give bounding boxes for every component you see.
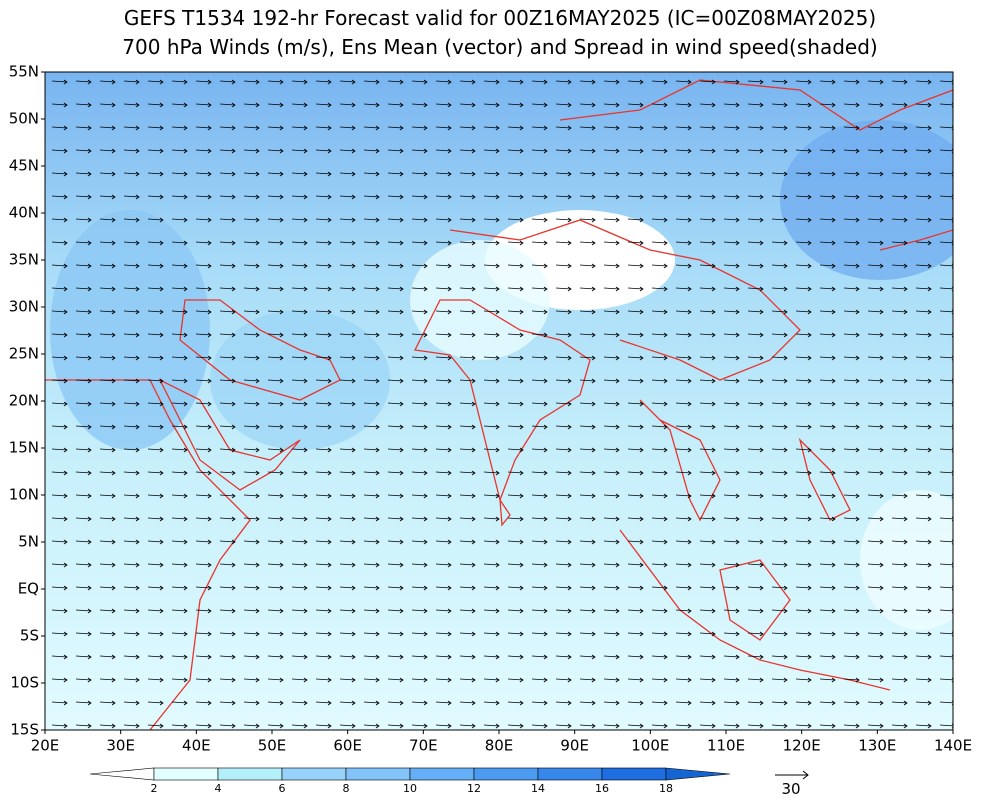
colorbar-label: 2 xyxy=(151,782,158,795)
colorbar-segment xyxy=(153,767,219,781)
lat-label: 50N xyxy=(9,110,39,128)
colorbar-label: 10 xyxy=(403,782,417,795)
lon-label: 130E xyxy=(858,737,896,755)
colorbar-end xyxy=(89,767,155,781)
lon-label: 120E xyxy=(783,737,821,755)
colorbar-segment xyxy=(217,767,283,781)
lat-label: 5S xyxy=(20,627,39,645)
colorbar-end xyxy=(665,767,731,781)
lon-label: 90E xyxy=(560,737,589,755)
lon-label: 80E xyxy=(485,737,514,755)
lon-label: 110E xyxy=(707,737,745,755)
lon-label: 20E xyxy=(31,737,60,755)
lat-label: 30N xyxy=(9,298,39,316)
wind-vectors xyxy=(45,72,953,730)
lon-label: 60E xyxy=(333,737,362,755)
colorbar-segment xyxy=(345,767,411,781)
lon-label: 140E xyxy=(934,737,972,755)
colorbar-label: 4 xyxy=(215,782,222,795)
lon-label: 70E xyxy=(409,737,438,755)
lat-label: 5N xyxy=(18,533,39,551)
vector-key-head xyxy=(802,770,809,780)
colorbar-segment xyxy=(409,767,475,781)
colorbar-label: 8 xyxy=(343,782,350,795)
lat-label: 15N xyxy=(9,439,39,457)
lat-label: 10S xyxy=(10,674,39,692)
lat-label: 45N xyxy=(9,157,39,175)
lat-label: 10N xyxy=(9,486,39,504)
lat-label: 25N xyxy=(9,345,39,363)
lon-label: 30E xyxy=(106,737,135,755)
colorbar-label: 16 xyxy=(595,782,609,795)
colorbar-segment xyxy=(281,767,347,781)
vector-key-label: 30 xyxy=(781,780,800,798)
title-line: 700 hPa Winds (m/s), Ens Mean (vector) a… xyxy=(122,35,877,59)
lat-label: 40N xyxy=(9,204,39,222)
colorbar-label: 14 xyxy=(531,782,545,795)
colorbar-segment xyxy=(601,767,667,781)
lat-label: 55N xyxy=(9,63,39,81)
lat-label: 20N xyxy=(9,392,39,410)
colorbar-label: 12 xyxy=(467,782,481,795)
colorbar-label: 18 xyxy=(659,782,673,795)
colorbar-segment xyxy=(473,767,539,781)
lat-label: 15S xyxy=(10,721,39,739)
lat-label: 35N xyxy=(9,251,39,269)
lon-label: 50E xyxy=(258,737,287,755)
title-line: GEFS T1534 192-hr Forecast valid for 00Z… xyxy=(124,6,876,30)
colorbar-segment xyxy=(537,767,603,781)
lat-label: EQ xyxy=(18,580,39,598)
colorbar-label: 6 xyxy=(279,782,286,795)
map-area xyxy=(45,72,953,730)
colorbar: 2 4 6 8 10 12 14 16 18 xyxy=(89,767,731,795)
lon-label: 100E xyxy=(631,737,669,755)
lon-label: 40E xyxy=(182,737,211,755)
